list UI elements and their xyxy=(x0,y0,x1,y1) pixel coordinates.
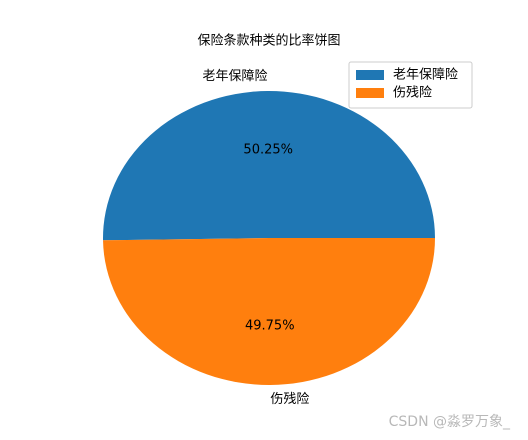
watermark: CSDN @淼罗万象_ xyxy=(389,414,511,430)
slice-label: 老年保障险 xyxy=(203,69,268,84)
chart-title: 保险条款种类的比率饼图 xyxy=(197,33,340,49)
legend-label: 伤残险 xyxy=(393,86,432,101)
pct-label: 50.25% xyxy=(243,142,293,157)
pct-label: 49.75% xyxy=(245,319,295,334)
legend-swatch xyxy=(356,88,384,98)
legend-label: 老年保障险 xyxy=(393,68,458,83)
pie-slice xyxy=(102,90,435,241)
slice-label: 伤残险 xyxy=(270,392,309,407)
pie-slice xyxy=(103,238,435,385)
legend-swatch xyxy=(356,70,384,80)
